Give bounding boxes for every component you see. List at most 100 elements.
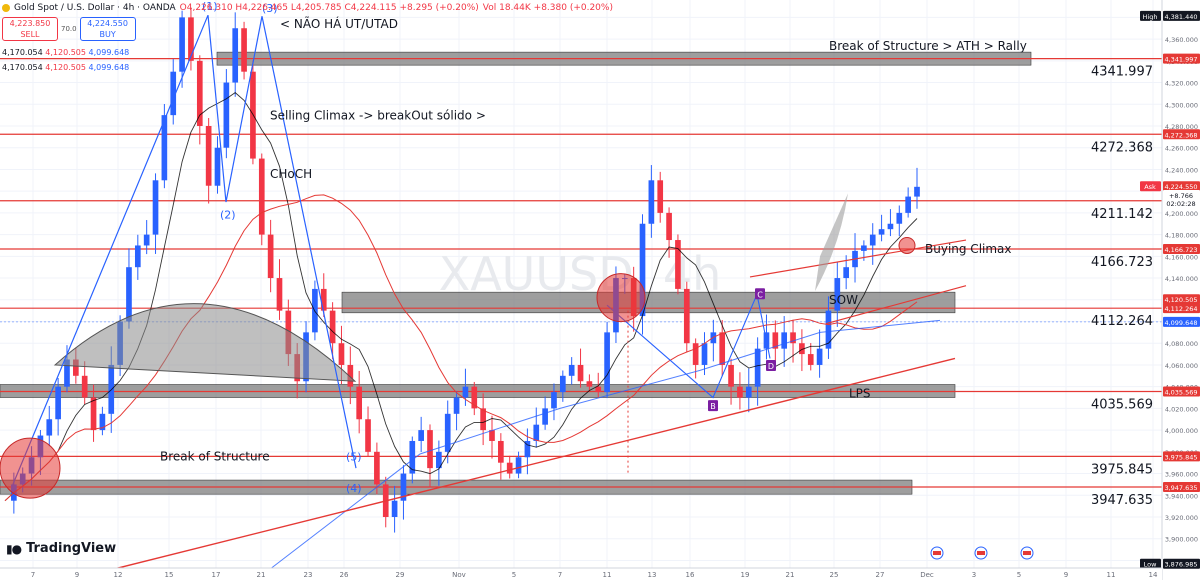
candle-body[interactable] — [427, 430, 433, 469]
candle-body[interactable] — [374, 451, 380, 485]
candle-body[interactable] — [205, 125, 212, 186]
wyckoff-path[interactable] — [606, 292, 771, 399]
candle-body[interactable] — [905, 196, 911, 213]
candle-body[interactable] — [639, 223, 646, 317]
candle-body[interactable] — [728, 364, 734, 387]
candle-body[interactable] — [577, 364, 584, 382]
candle-body[interactable] — [586, 381, 593, 387]
candle-body[interactable] — [675, 240, 681, 289]
wyckoff-point-c-box[interactable] — [755, 288, 765, 300]
candle-body[interactable] — [338, 343, 345, 365]
candle-body[interactable] — [480, 408, 486, 431]
sell-button[interactable]: 4,223.850 SELL — [2, 17, 58, 41]
price-badge[interactable] — [1163, 481, 1200, 492]
candle-body[interactable] — [161, 115, 168, 181]
candle-body[interactable] — [99, 413, 106, 431]
candle-body[interactable] — [329, 310, 336, 344]
elliott-wave-path[interactable] — [11, 14, 357, 487]
price-badge[interactable] — [1163, 303, 1200, 314]
candle-body[interactable] — [73, 359, 79, 376]
candle-body[interactable] — [55, 386, 61, 420]
candle-body[interactable] — [409, 440, 416, 474]
price-badge[interactable] — [1163, 189, 1200, 200]
candle-body[interactable] — [152, 180, 159, 235]
candle-body[interactable] — [489, 430, 495, 441]
candle-body[interactable] — [719, 332, 726, 365]
candle-body[interactable] — [453, 397, 460, 414]
candle-body[interactable] — [498, 440, 504, 463]
candle-body[interactable] — [799, 343, 805, 355]
candle-body[interactable] — [506, 462, 513, 474]
candle-body[interactable] — [418, 430, 424, 441]
candle-body[interactable] — [701, 343, 708, 365]
candle-body[interactable] — [781, 332, 788, 349]
candle-body[interactable] — [179, 17, 185, 72]
candle-body[interactable] — [223, 82, 230, 148]
candle-body[interactable] — [551, 392, 557, 409]
candle-body[interactable] — [896, 212, 903, 224]
indicator-row-2[interactable]: 4,170.054 4,120.505 4,099.648 — [2, 63, 129, 72]
candle-body[interactable] — [816, 348, 823, 365]
price-badge[interactable] — [1163, 181, 1200, 192]
candle-body[interactable] — [524, 440, 531, 458]
candle-body[interactable] — [276, 278, 283, 311]
candle-body[interactable] — [648, 180, 655, 224]
candle-body[interactable] — [143, 234, 150, 246]
candle-body[interactable] — [365, 419, 371, 452]
price-badge[interactable] — [1163, 386, 1200, 397]
candle-body[interactable] — [347, 364, 354, 387]
highlight-circle[interactable] — [898, 236, 916, 254]
candle-body[interactable] — [188, 17, 194, 61]
candle-body[interactable] — [320, 288, 327, 311]
candle-body[interactable] — [737, 386, 743, 398]
price-badge[interactable] — [1163, 316, 1200, 327]
candle-body[interactable] — [559, 375, 566, 393]
candle-body[interactable] — [126, 267, 132, 322]
price-badge[interactable] — [1163, 198, 1200, 209]
candle-body[interactable] — [834, 278, 841, 311]
price-badge[interactable] — [1163, 129, 1200, 140]
price-badge[interactable] — [1163, 53, 1200, 64]
candle-body[interactable] — [356, 386, 363, 420]
candle-body[interactable] — [90, 397, 97, 431]
channel-lower-line[interactable] — [825, 285, 967, 325]
price-badge[interactable] — [1163, 294, 1200, 305]
candle-body[interactable] — [258, 158, 265, 235]
candle-body[interactable] — [807, 354, 814, 365]
candle-body[interactable] — [914, 186, 920, 197]
candle-body[interactable] — [471, 386, 478, 409]
indicator-row-1[interactable]: 4,170.054 4,120.505 4,099.648 — [2, 48, 129, 57]
candle-body[interactable] — [843, 267, 849, 279]
highlight-circle[interactable] — [596, 273, 646, 323]
candle-body[interactable] — [400, 473, 407, 501]
symbol-title[interactable]: Gold Spot / U.S. Dollar · 4h · OANDA — [14, 3, 176, 13]
candle-body[interactable] — [887, 223, 894, 230]
candle-body[interactable] — [444, 413, 451, 452]
candle-body[interactable] — [878, 229, 885, 235]
candle-body[interactable] — [595, 386, 602, 393]
candle-body[interactable] — [825, 310, 832, 349]
candle-body[interactable] — [692, 343, 699, 365]
tradingview-logo[interactable]: ▮● TradingView — [6, 541, 116, 556]
candle-body[interactable] — [134, 245, 141, 268]
candle-body[interactable] — [64, 359, 70, 387]
candle-body[interactable] — [232, 28, 239, 83]
candle-body[interactable] — [542, 408, 548, 425]
candle-body[interactable] — [790, 332, 796, 344]
candle-body[interactable] — [657, 180, 664, 213]
candle-body[interactable] — [46, 419, 53, 436]
candle-body[interactable] — [196, 60, 203, 126]
candle-body[interactable] — [81, 375, 88, 398]
price-badge[interactable] — [1163, 244, 1200, 255]
candle-body[interactable] — [515, 457, 522, 474]
candle-body[interactable] — [754, 348, 761, 387]
candle-body[interactable] — [683, 288, 690, 344]
candle-body[interactable] — [861, 245, 867, 251]
wyckoff-point-d-box[interactable] — [766, 359, 776, 371]
channel-upper-line[interactable] — [749, 239, 967, 278]
candle-body[interactable] — [436, 451, 442, 469]
candle-body[interactable] — [772, 332, 779, 349]
rising-trendline[interactable] — [69, 357, 956, 581]
candle-body[interactable] — [666, 212, 672, 241]
candle-body[interactable] — [604, 332, 610, 393]
